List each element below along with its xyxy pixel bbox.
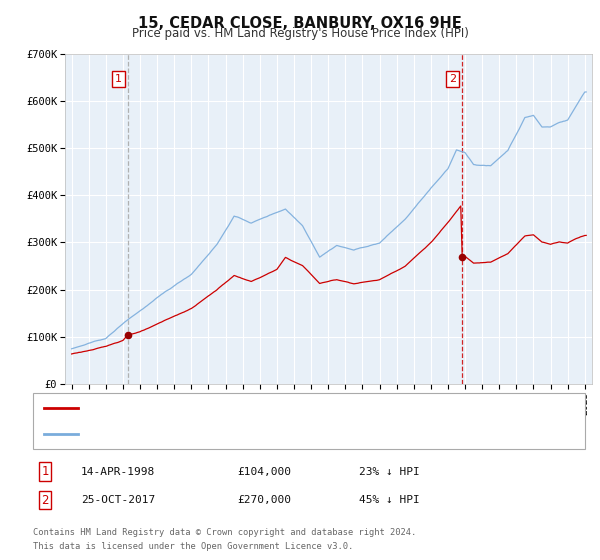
Text: 23% ↓ HPI: 23% ↓ HPI bbox=[359, 466, 419, 477]
Text: HPI: Average price, detached house, Cherwell: HPI: Average price, detached house, Cher… bbox=[84, 429, 359, 439]
Text: 2: 2 bbox=[41, 493, 49, 507]
Text: 15, CEDAR CLOSE, BANBURY, OX16 9HE: 15, CEDAR CLOSE, BANBURY, OX16 9HE bbox=[138, 16, 462, 31]
Text: 15, CEDAR CLOSE, BANBURY, OX16 9HE (detached house): 15, CEDAR CLOSE, BANBURY, OX16 9HE (deta… bbox=[84, 403, 403, 413]
Text: £270,000: £270,000 bbox=[237, 495, 291, 505]
Text: £104,000: £104,000 bbox=[237, 466, 291, 477]
Text: 2: 2 bbox=[449, 74, 456, 84]
Text: 1: 1 bbox=[41, 465, 49, 478]
Text: Contains HM Land Registry data © Crown copyright and database right 2024.: Contains HM Land Registry data © Crown c… bbox=[33, 528, 416, 536]
Text: 45% ↓ HPI: 45% ↓ HPI bbox=[359, 495, 419, 505]
Text: This data is licensed under the Open Government Licence v3.0.: This data is licensed under the Open Gov… bbox=[33, 542, 353, 551]
Text: 14-APR-1998: 14-APR-1998 bbox=[81, 466, 155, 477]
Text: 1: 1 bbox=[115, 74, 122, 84]
Text: Price paid vs. HM Land Registry's House Price Index (HPI): Price paid vs. HM Land Registry's House … bbox=[131, 27, 469, 40]
Text: 25-OCT-2017: 25-OCT-2017 bbox=[81, 495, 155, 505]
